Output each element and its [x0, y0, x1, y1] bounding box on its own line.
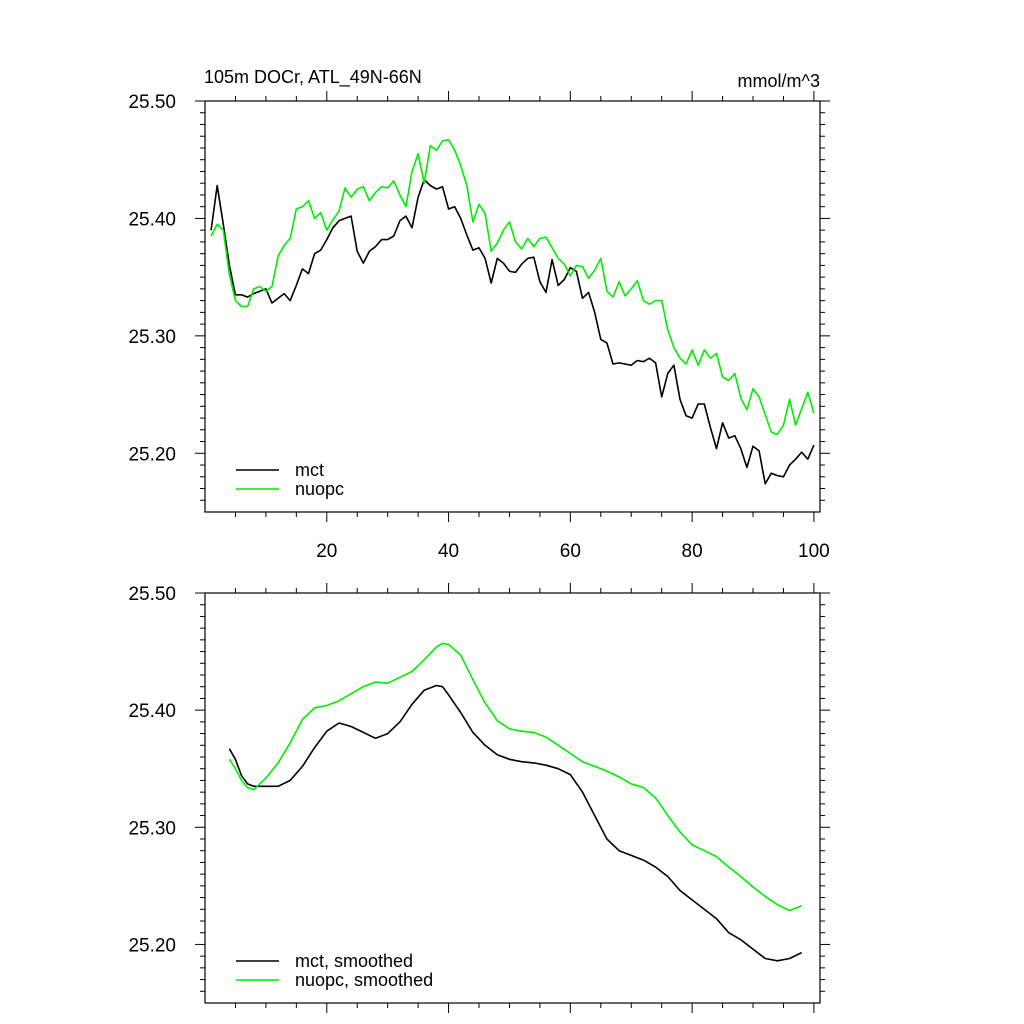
y-tick-label: 25.20 [128, 444, 176, 465]
series-line-nuopc-smoothed [228, 642, 802, 912]
x-tick-label: 20 [316, 541, 337, 562]
y-tick-label: 25.20 [128, 935, 176, 956]
series-line-mct-smoothed [228, 684, 803, 962]
legend-label: nuopc [295, 479, 344, 499]
panel-smoothed: 25.20 25.30 25.40 25.50 mct, smoothednuopc, … [128, 583, 830, 1013]
x-tick-label: 80 [682, 541, 703, 562]
y-tick-label: 25.40 [128, 209, 176, 230]
plot-frame [204, 100, 821, 513]
panels: 20 40 60 80 10025.2025.3025.4025.50mctnuopc2… [128, 91, 830, 1013]
units-label: mmol/m^3 [738, 71, 820, 91]
series-line-mct [210, 178, 815, 485]
x-tick-label: 40 [438, 541, 459, 562]
y-tick-label: 25.50 [128, 584, 176, 605]
legend-label: nuopc, smoothed [295, 970, 433, 990]
y-tick-label: 25.30 [128, 818, 176, 839]
series-line-nuopc [210, 139, 815, 436]
y-tick-label: 25.30 [128, 327, 176, 348]
y-tick-label: 25.50 [128, 92, 176, 113]
x-tick-label: 60 [560, 541, 581, 562]
legend-label: mct, smoothed [295, 951, 413, 971]
legend-label: mct [295, 460, 324, 480]
plot-frame [204, 592, 821, 1004]
y-tick-label: 25.40 [128, 701, 176, 722]
x-tick-label: 100 [798, 541, 830, 562]
chart-title: 105m DOCr, ATL_49N-66N [204, 67, 422, 88]
